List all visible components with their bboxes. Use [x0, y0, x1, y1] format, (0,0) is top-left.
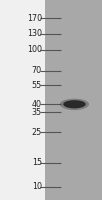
- Text: 130: 130: [27, 29, 42, 38]
- Ellipse shape: [60, 99, 89, 110]
- Text: 25: 25: [32, 128, 42, 137]
- Bar: [45, 0, 102, 200]
- Bar: [0, 0, 45, 200]
- Ellipse shape: [63, 100, 86, 108]
- Text: 15: 15: [32, 158, 42, 167]
- Text: 70: 70: [32, 66, 42, 75]
- Text: 55: 55: [32, 81, 42, 90]
- Text: 170: 170: [27, 14, 42, 23]
- Text: 10: 10: [32, 182, 42, 191]
- Text: 100: 100: [27, 45, 42, 54]
- Text: 35: 35: [32, 108, 42, 117]
- Text: 40: 40: [32, 100, 42, 109]
